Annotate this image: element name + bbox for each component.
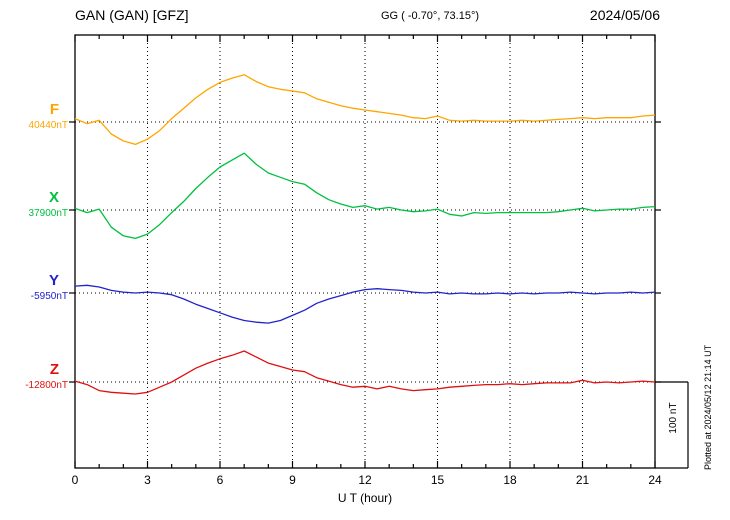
series-letter-X: X	[48, 189, 59, 206]
series-base-value-Z: -12800nT	[25, 380, 68, 391]
series-letter-Z: Z	[49, 361, 59, 378]
series-line-X	[74, 152, 656, 240]
x-tick-label: 9	[289, 473, 296, 487]
series-label-X: X 37900nT	[0, 190, 68, 219]
x-tick-label: 12	[358, 473, 372, 487]
series-label-Z: Z -12800nT	[0, 362, 68, 391]
series-label-F: F 40440nT	[0, 102, 68, 131]
x-tick-label: 18	[503, 473, 517, 487]
series-line-Z	[74, 350, 656, 395]
x-tick-label: 15	[430, 473, 445, 487]
series-label-Y: Y -5950nT	[0, 273, 68, 302]
x-axis-tick-labels: 0 3 6 9 12 15 18 21 24	[0, 473, 730, 489]
x-tick-label: 24	[648, 473, 662, 487]
x-tick-label: 21	[575, 473, 590, 487]
plotted-at-note: Plotted at 2024/05/12 21:14 UT	[703, 344, 713, 470]
series-base-value-Y: -5950nT	[30, 291, 68, 302]
plot-date: 2024/05/06	[589, 7, 660, 23]
geographic-coords: GG ( -0.70°, 73.15°)	[380, 10, 480, 22]
series-line-F	[74, 74, 656, 146]
x-tick-label: 0	[71, 473, 79, 487]
series-line-Y	[74, 284, 656, 324]
x-axis-label: U T (hour)	[337, 491, 393, 505]
plot-title: GAN (GAN) [GFZ]	[75, 7, 189, 23]
series-letter-F: F	[49, 101, 59, 118]
series-letter-Y: Y	[48, 272, 59, 289]
scale-bar-label: 100 nT	[668, 402, 679, 434]
series-base-value-F: 40440nT	[28, 120, 68, 131]
x-tick-label: 3	[144, 473, 151, 487]
x-tick-label: 6	[216, 473, 224, 487]
series-base-value-X: 37900nT	[28, 208, 68, 219]
